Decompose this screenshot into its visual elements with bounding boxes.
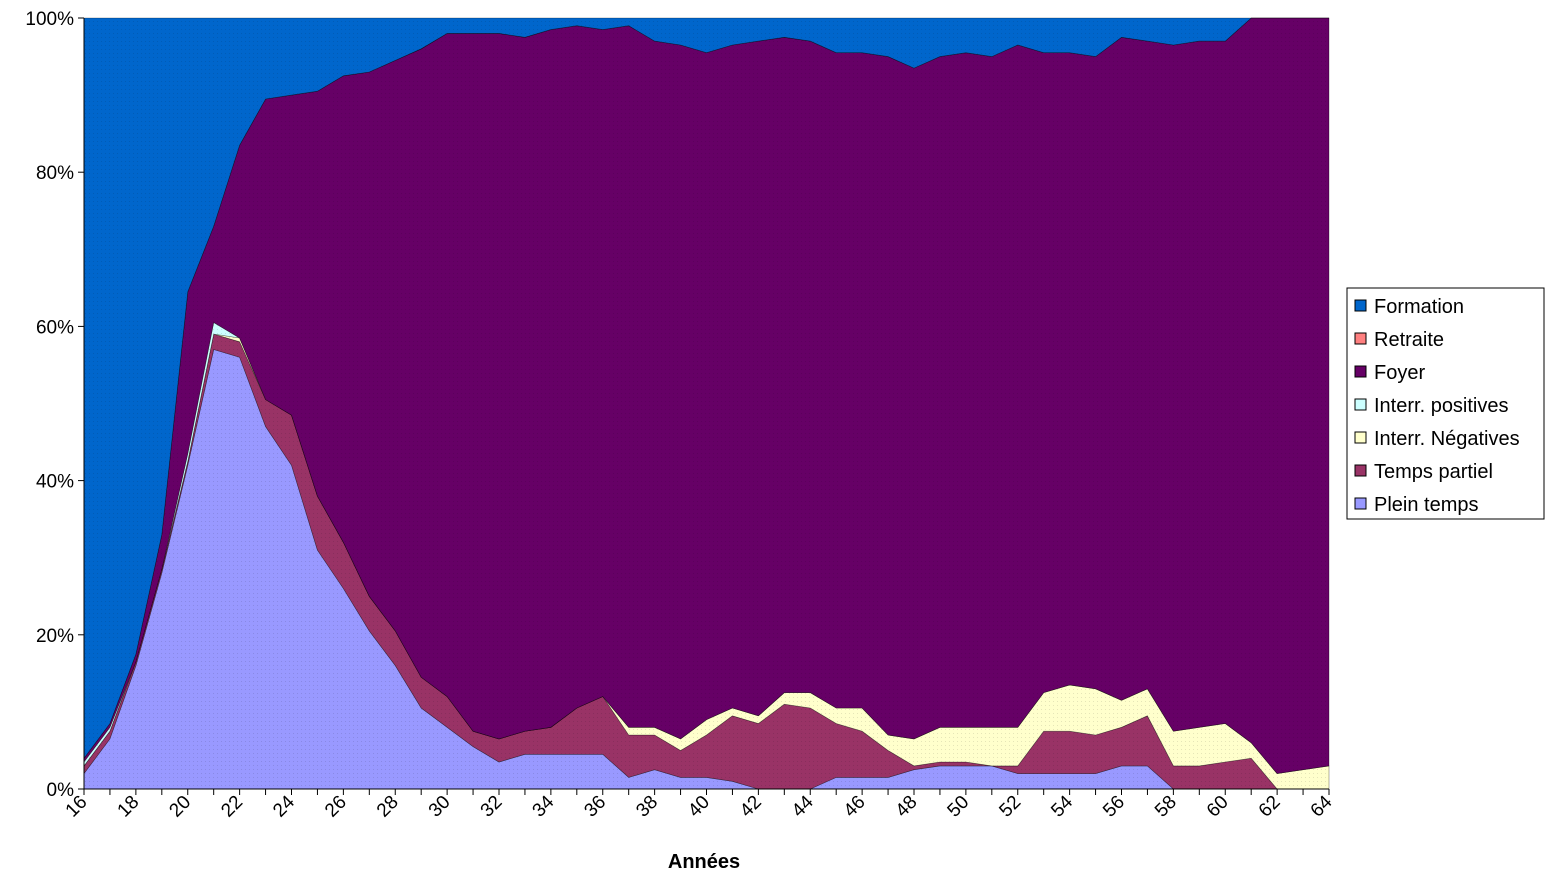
x-tick-label: 18 [114, 792, 144, 822]
x-tick-label: 24 [269, 791, 299, 821]
y-tick-label: 20% [36, 626, 74, 647]
x-tick-label: 36 [580, 792, 610, 822]
x-tick-label: 52 [995, 792, 1025, 822]
x-tick-label: 50 [944, 792, 974, 822]
legend-label: Interr. positives [1374, 395, 1509, 417]
legend-swatch [1354, 464, 1367, 477]
legend-label: Plein temps [1374, 494, 1479, 516]
y-tick-label: 100% [25, 9, 74, 30]
legend-swatch [1354, 299, 1367, 312]
legend-label: Formation [1374, 296, 1464, 318]
y-tick-label: 40% [36, 472, 74, 493]
x-tick-label: 48 [892, 792, 922, 822]
legend-swatch [1354, 431, 1367, 444]
legend-label: Retraite [1374, 329, 1444, 351]
legend: Formation Retraite Foyer Interr. positives I… [1346, 287, 1545, 520]
texture-overlay [84, 18, 1329, 789]
plot-areas [83, 17, 1330, 790]
x-tick-label: 26 [321, 792, 351, 822]
x-tick-label: 34 [529, 791, 559, 821]
x-tick-label: 54 [1047, 791, 1077, 821]
x-tick-label: 42 [736, 792, 766, 822]
x-tick-label: 32 [477, 792, 507, 822]
y-tick-label: 60% [36, 317, 74, 338]
legend-swatch [1354, 365, 1367, 378]
x-tick-label: 62 [1255, 792, 1285, 822]
x-tick-label: 46 [840, 792, 870, 822]
legend-swatch [1354, 497, 1367, 510]
x-tick-label: 44 [788, 791, 818, 821]
x-tick-label: 38 [632, 792, 662, 822]
x-tick-label: 20 [165, 792, 195, 822]
x-tick-label: 64 [1307, 791, 1337, 821]
y-tick-label: 80% [36, 163, 74, 184]
x-tick-label: 30 [425, 792, 455, 822]
x-tick-label: 58 [1151, 792, 1181, 822]
x-axis-label: Années [668, 851, 740, 873]
legend-label: Interr. Négatives [1374, 428, 1520, 450]
x-tick-label: 56 [1099, 792, 1129, 822]
x-tick-label: 40 [684, 792, 714, 822]
legend-swatch [1354, 398, 1367, 411]
legend-label: Foyer [1374, 362, 1425, 384]
legend-swatch [1354, 332, 1367, 345]
legend-label: Temps partiel [1374, 461, 1493, 483]
legend-box [1346, 287, 1545, 520]
x-tick-label: 22 [217, 792, 247, 822]
x-tick-label: 60 [1203, 792, 1233, 822]
x-tick-label: 28 [373, 792, 403, 822]
y-tick-label: 0% [47, 780, 75, 801]
